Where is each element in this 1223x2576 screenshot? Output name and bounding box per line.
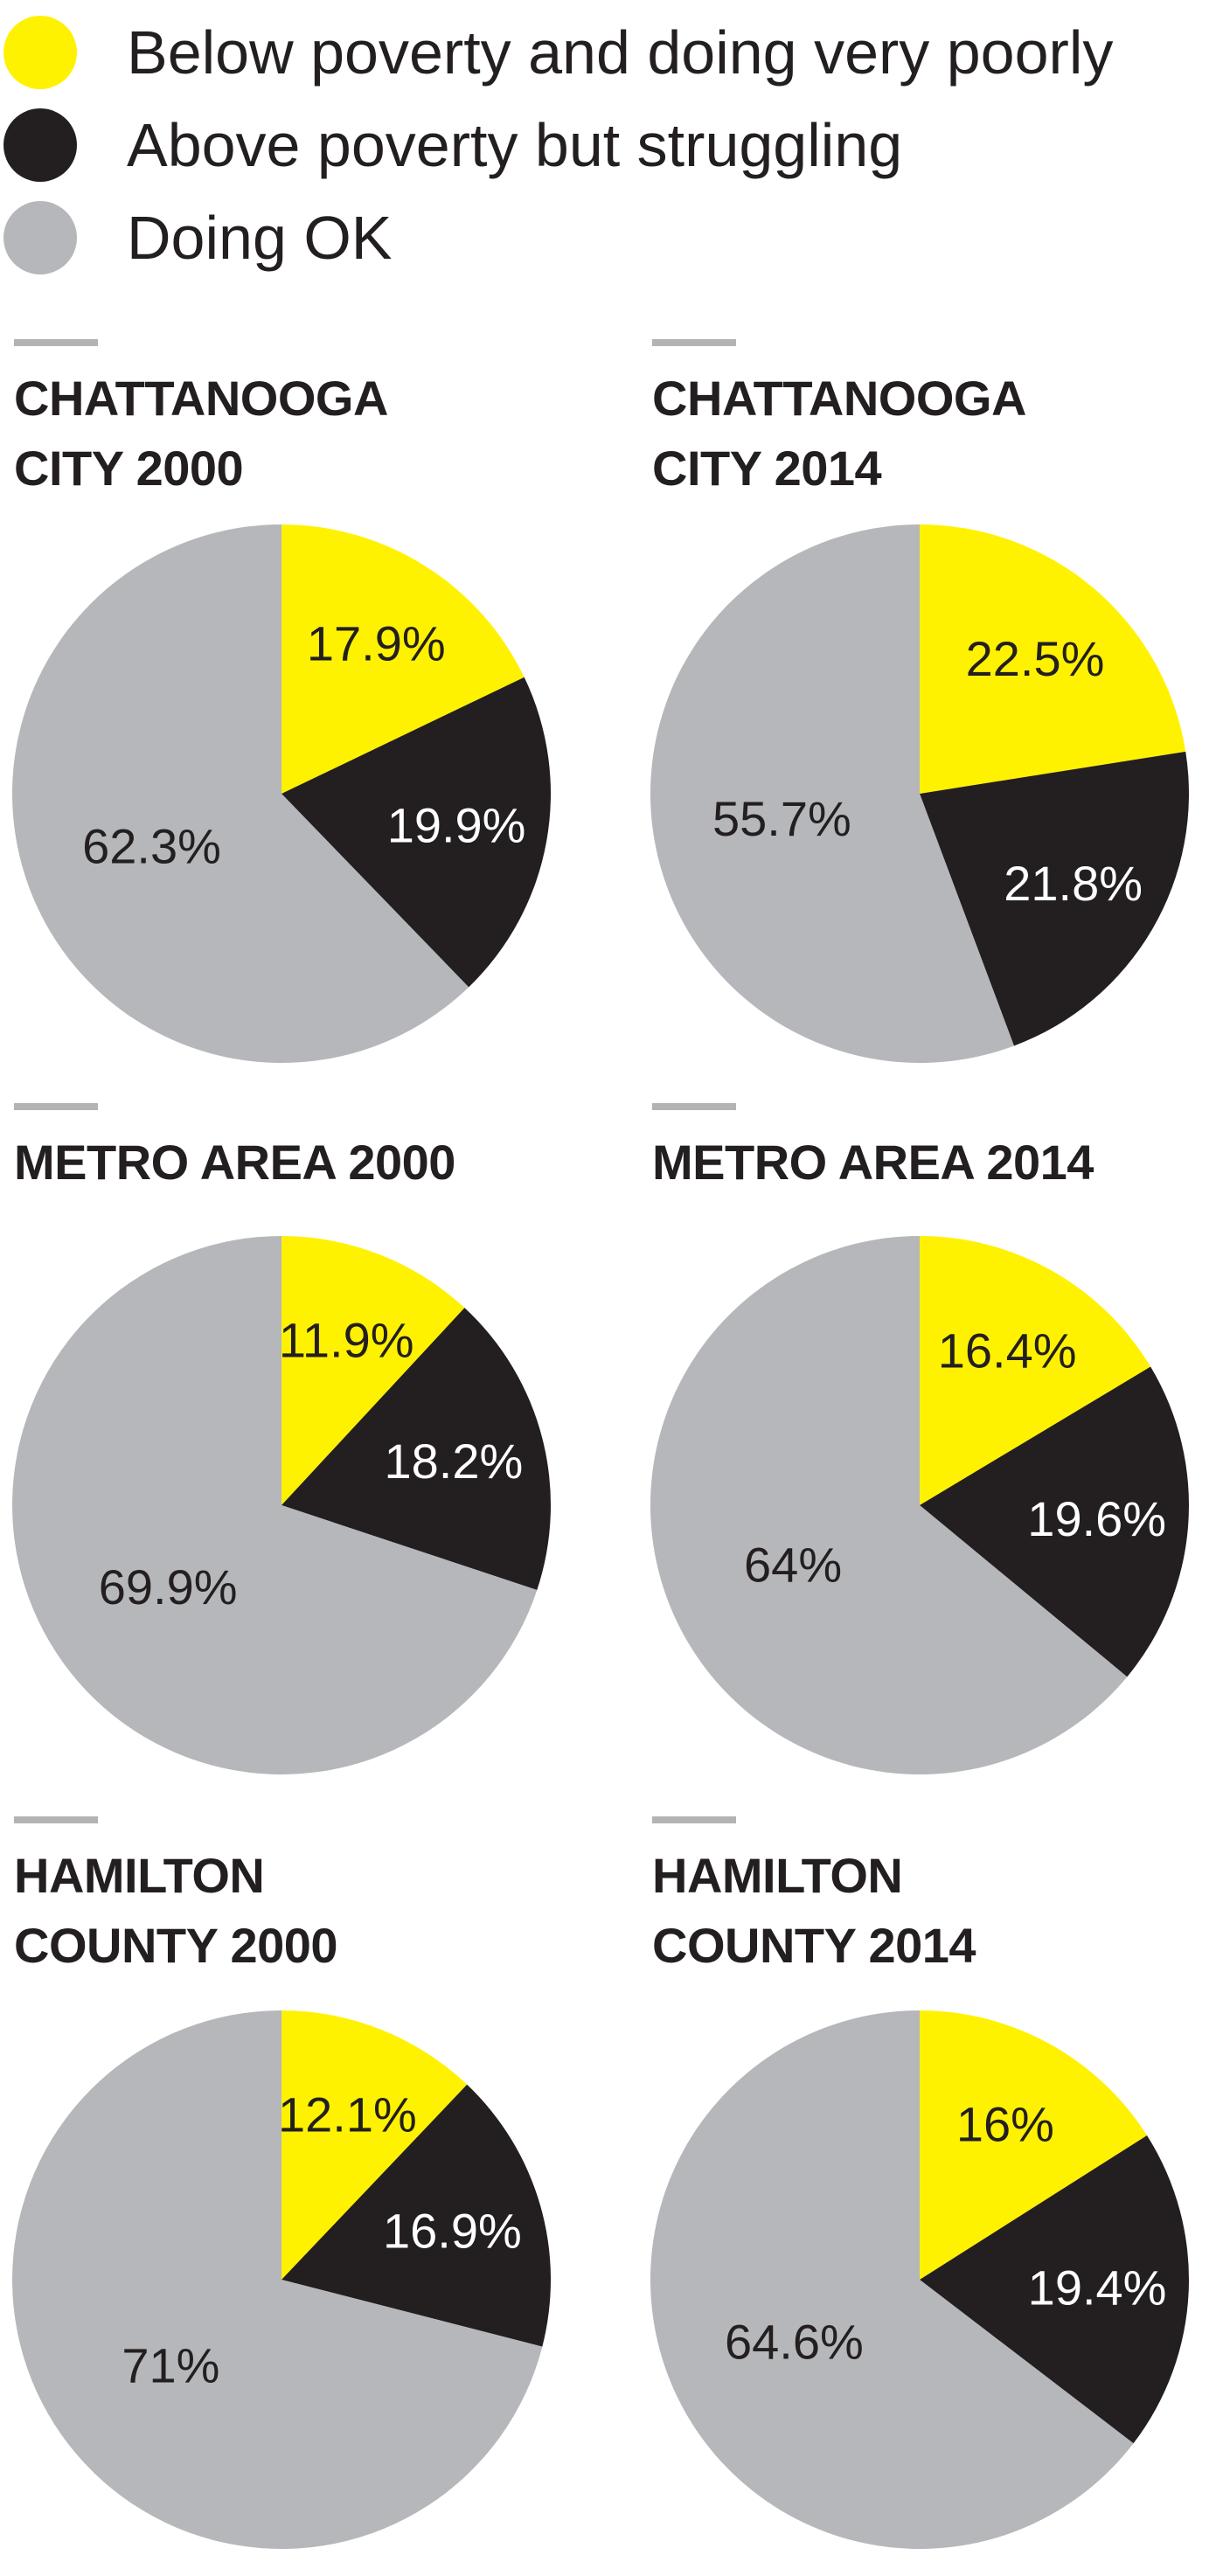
panel-rule <box>14 1103 98 1110</box>
pie-panel-chattanooga-2000: CHATTANOOGA CITY 2000 17.9% 19.9% 62.3% <box>0 339 603 1073</box>
panel-rule <box>652 1103 736 1110</box>
legend-label: Below poverty and doing very poorly <box>127 18 1114 87</box>
legend-item-doing-ok: Doing OK <box>0 198 1223 278</box>
label-struggling: 19.9% <box>387 797 526 852</box>
legend-swatch-gray <box>3 201 77 274</box>
legend-swatch-yellow <box>3 16 77 89</box>
label-below-poverty: 12.1% <box>278 2087 417 2142</box>
label-struggling: 21.8% <box>1004 856 1143 911</box>
legend-item-below-poverty: Below poverty and doing very poorly <box>0 12 1223 93</box>
slice-struggling <box>920 2135 1189 2444</box>
label-doing-ok: 71% <box>122 2338 219 2393</box>
slice-doing-ok <box>11 1236 538 1774</box>
slice-below-poverty <box>920 1236 1151 1505</box>
slice-below-poverty <box>281 524 525 794</box>
label-doing-ok: 64% <box>744 1538 842 1593</box>
label-below-poverty: 11.9% <box>279 1312 414 1367</box>
pie-panel-hamilton-2014: HAMILTON COUNTY 2014 16% 19.4% 64.6% <box>638 1816 1223 2568</box>
label-below-poverty: 16% <box>956 2096 1054 2151</box>
pie-panel-metro-2000: METRO AREA 2000 11.9% 18.2% 69.9% <box>0 1103 603 1785</box>
panel-title: CHATTANOOGA CITY 2000 <box>14 371 388 496</box>
slice-below-poverty <box>281 2010 468 2280</box>
pie-chart: 17.9% 19.9% 62.3% <box>12 524 551 1063</box>
panel-title: CHATTANOOGA CITY 2014 <box>652 371 1026 496</box>
slice-doing-ok <box>650 524 1014 1063</box>
label-doing-ok: 69.9% <box>99 1559 238 1614</box>
legend-label: Doing OK <box>127 204 393 272</box>
pie-panel-hamilton-2000: HAMILTON COUNTY 2000 12.1% 16.9% 71% <box>0 1816 603 2568</box>
label-below-poverty: 16.4% <box>938 1323 1077 1378</box>
panel-rule <box>14 1816 98 1823</box>
pie-chart: 12.1% 16.9% 71% <box>11 2010 551 2549</box>
slice-struggling <box>281 677 551 988</box>
pie-chart: 16.4% 19.6% 64% <box>650 1236 1189 1774</box>
panel-rule <box>14 339 98 346</box>
slice-doing-ok <box>650 1236 1128 1774</box>
pie-chart: 11.9% 18.2% 69.9% <box>11 1236 551 1774</box>
slice-doing-ok <box>11 2010 543 2549</box>
label-struggling: 19.6% <box>1027 1491 1166 1546</box>
legend-label: Above poverty but struggling <box>127 111 903 179</box>
label-struggling: 16.9% <box>383 2203 522 2258</box>
slice-below-poverty <box>281 1236 465 1505</box>
slice-struggling <box>281 2084 551 2347</box>
slice-doing-ok <box>12 524 469 1063</box>
slice-struggling <box>920 1366 1189 1677</box>
panel-title: METRO AREA 2014 <box>652 1135 1094 1190</box>
panel-rule <box>652 339 736 346</box>
pie-chart: 16% 19.4% 64.6% <box>650 2010 1189 2549</box>
legend: Below poverty and doing very poorly Abov… <box>0 0 1223 288</box>
pie-chart: 22.5% 21.8% 55.7% <box>650 524 1189 1063</box>
panel-rule <box>652 1816 736 1823</box>
slice-doing-ok <box>650 2010 1134 2549</box>
label-doing-ok: 62.3% <box>82 819 221 874</box>
label-struggling: 18.2% <box>384 1434 523 1489</box>
label-struggling: 19.4% <box>1028 2260 1167 2315</box>
slice-struggling <box>281 1308 551 1591</box>
label-below-poverty: 17.9% <box>307 615 446 670</box>
legend-swatch-black <box>3 108 77 182</box>
slice-below-poverty <box>920 2010 1148 2280</box>
panel-title: METRO AREA 2000 <box>14 1135 455 1190</box>
panel-title: HAMILTON COUNTY 2014 <box>652 1848 976 1973</box>
panel-title: HAMILTON COUNTY 2000 <box>14 1848 338 1973</box>
label-doing-ok: 64.6% <box>725 2314 864 2369</box>
pie-panel-metro-2014: METRO AREA 2014 16.4% 19.6% 64% <box>638 1103 1223 1785</box>
slice-struggling <box>920 751 1189 1046</box>
legend-item-struggling: Above poverty but struggling <box>0 105 1223 185</box>
pie-panel-chattanooga-2014: CHATTANOOGA CITY 2014 22.5% 21.8% 55.7% <box>638 339 1223 1073</box>
label-below-poverty: 22.5% <box>966 631 1105 686</box>
label-doing-ok: 55.7% <box>712 791 851 846</box>
slice-below-poverty <box>920 524 1186 794</box>
